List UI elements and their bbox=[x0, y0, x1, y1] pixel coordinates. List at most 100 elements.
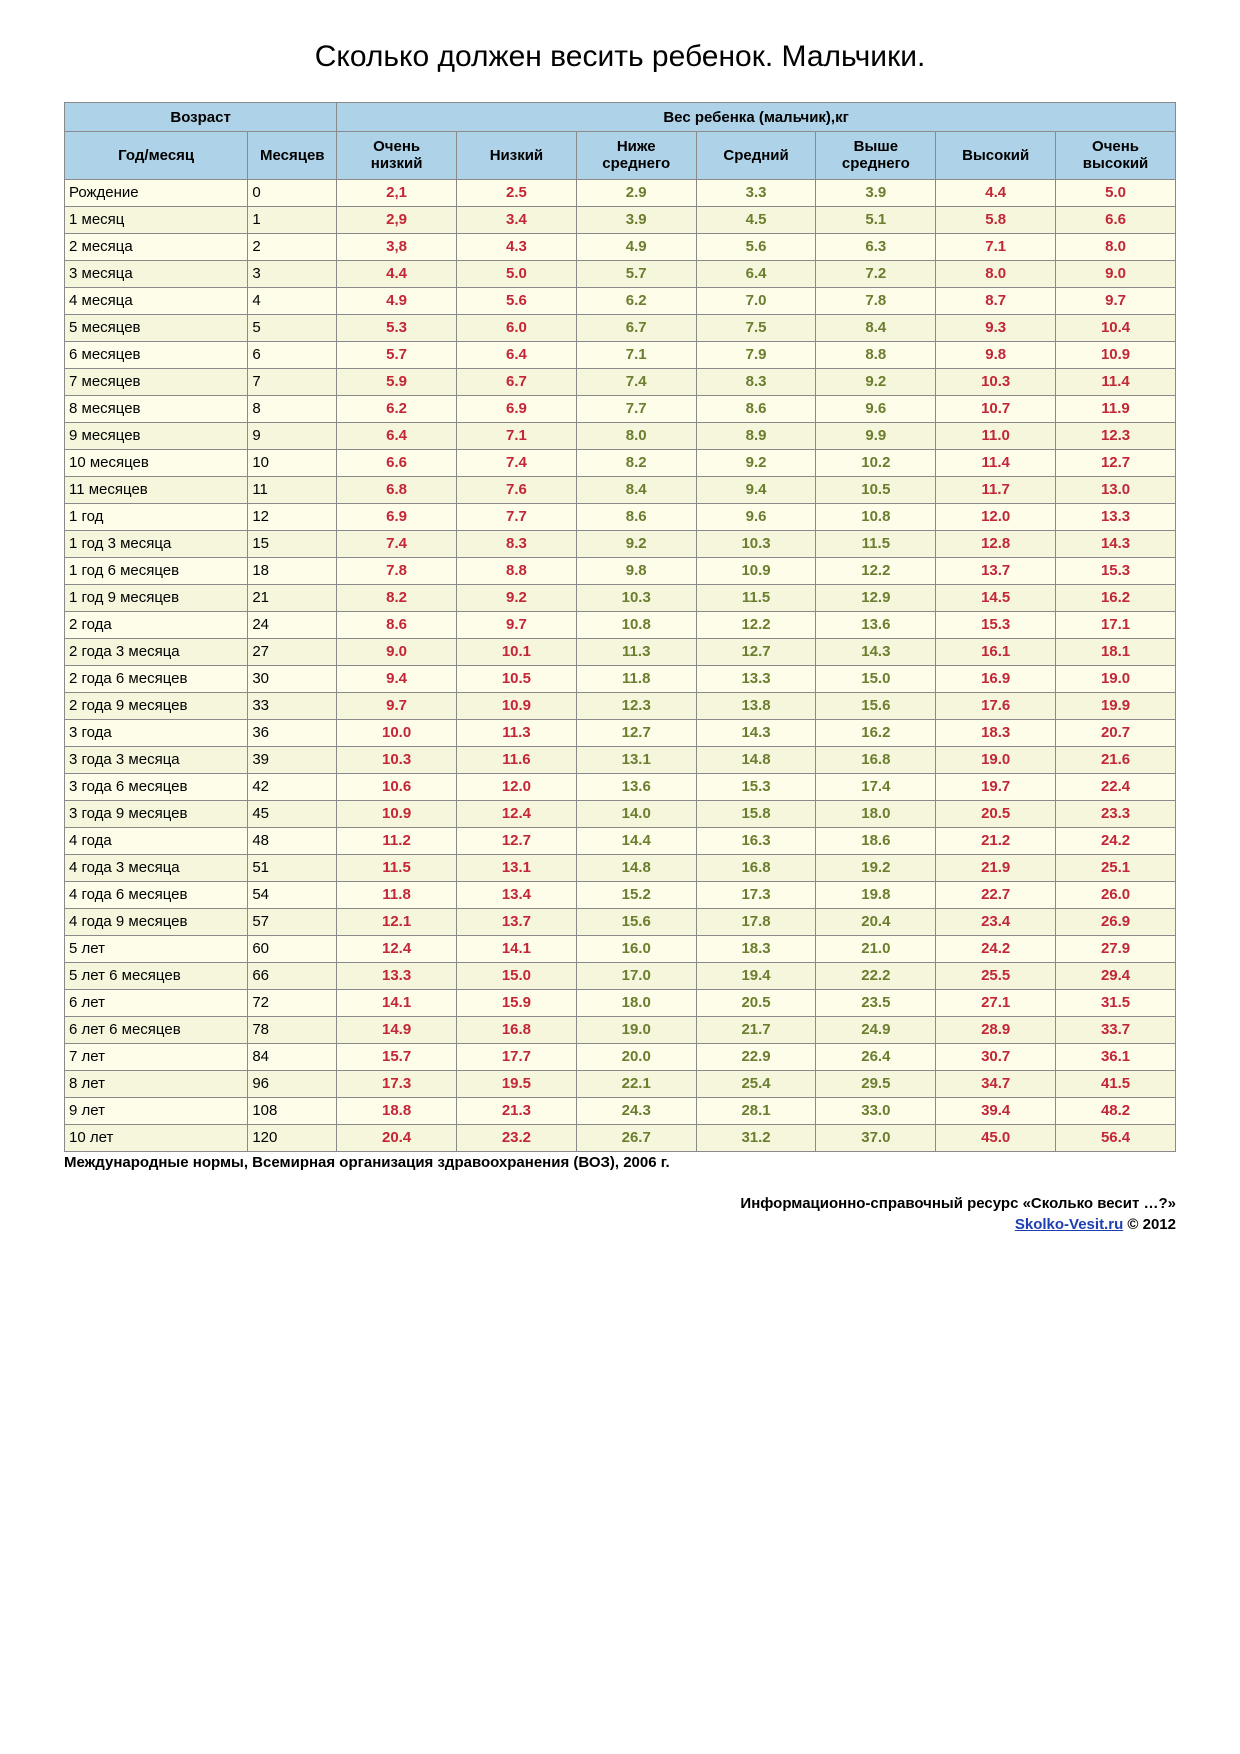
col-percentile-3: Средний bbox=[696, 132, 816, 180]
cell-value: 33.7 bbox=[1056, 1016, 1176, 1043]
table-row: 6 лет7214.115.918.020.523.527.131.5 bbox=[65, 989, 1176, 1016]
cell-value: 13.7 bbox=[457, 908, 577, 935]
table-row: 9 месяцев96.47.18.08.99.911.012.3 bbox=[65, 422, 1176, 449]
cell-value: 8.8 bbox=[457, 557, 577, 584]
cell-value: 13.4 bbox=[457, 881, 577, 908]
cell-value: 6.0 bbox=[457, 314, 577, 341]
cell-value: 20.0 bbox=[576, 1043, 696, 1070]
cell-value: 48.2 bbox=[1056, 1097, 1176, 1124]
table-row: 3 года 6 месяцев4210.612.013.615.317.419… bbox=[65, 773, 1176, 800]
table-row: Рождение02,12.52.93.33.94.45.0 bbox=[65, 179, 1176, 206]
cell-value: 25.4 bbox=[696, 1070, 816, 1097]
cell-age: 8 месяцев bbox=[65, 395, 248, 422]
cell-months: 54 bbox=[248, 881, 337, 908]
cell-value: 11.6 bbox=[457, 746, 577, 773]
cell-value: 12.9 bbox=[816, 584, 936, 611]
cell-value: 23.2 bbox=[457, 1124, 577, 1151]
cell-value: 19.0 bbox=[1056, 665, 1176, 692]
cell-value: 15.8 bbox=[696, 800, 816, 827]
cell-value: 10.9 bbox=[1056, 341, 1176, 368]
cell-value: 14.3 bbox=[1056, 530, 1176, 557]
table-row: 4 месяца44.95.66.27.07.88.79.7 bbox=[65, 287, 1176, 314]
cell-months: 42 bbox=[248, 773, 337, 800]
cell-value: 16.3 bbox=[696, 827, 816, 854]
cell-value: 19.5 bbox=[457, 1070, 577, 1097]
cell-months: 96 bbox=[248, 1070, 337, 1097]
cell-value: 22.2 bbox=[816, 962, 936, 989]
cell-value: 4.5 bbox=[696, 206, 816, 233]
cell-value: 18.0 bbox=[816, 800, 936, 827]
cell-value: 13.6 bbox=[816, 611, 936, 638]
cell-value: 10.5 bbox=[457, 665, 577, 692]
cell-months: 8 bbox=[248, 395, 337, 422]
cell-value: 27.1 bbox=[936, 989, 1056, 1016]
cell-value: 18.8 bbox=[337, 1097, 457, 1124]
cell-value: 17.1 bbox=[1056, 611, 1176, 638]
cell-value: 9.2 bbox=[576, 530, 696, 557]
cell-months: 11 bbox=[248, 476, 337, 503]
credit-link[interactable]: Skolko-Vesit.ru bbox=[1015, 1216, 1123, 1233]
page-title: Сколько должен весить ребенок. Мальчики. bbox=[64, 40, 1176, 74]
cell-value: 19.9 bbox=[1056, 692, 1176, 719]
cell-age: 3 года 9 месяцев bbox=[65, 800, 248, 827]
weight-table: Возраст Вес ребенка (мальчик),кг Год/мес… bbox=[64, 102, 1176, 1152]
cell-value: 3,8 bbox=[337, 233, 457, 260]
cell-value: 26.0 bbox=[1056, 881, 1176, 908]
cell-age: 3 года bbox=[65, 719, 248, 746]
cell-value: 29.5 bbox=[816, 1070, 936, 1097]
cell-months: 108 bbox=[248, 1097, 337, 1124]
cell-value: 9.0 bbox=[337, 638, 457, 665]
cell-value: 6.6 bbox=[337, 449, 457, 476]
cell-value: 16.1 bbox=[936, 638, 1056, 665]
cell-value: 9.7 bbox=[457, 611, 577, 638]
cell-value: 10.8 bbox=[576, 611, 696, 638]
cell-value: 22.1 bbox=[576, 1070, 696, 1097]
cell-value: 5.1 bbox=[816, 206, 936, 233]
cell-months: 60 bbox=[248, 935, 337, 962]
cell-value: 9.4 bbox=[696, 476, 816, 503]
cell-age: 3 месяца bbox=[65, 260, 248, 287]
cell-age: 1 год 3 месяца bbox=[65, 530, 248, 557]
cell-age: 5 лет 6 месяцев bbox=[65, 962, 248, 989]
cell-value: 9.2 bbox=[457, 584, 577, 611]
cell-age: Рождение bbox=[65, 179, 248, 206]
credit-block: Информационно-справочный ресурс «Сколько… bbox=[64, 1193, 1176, 1235]
cell-age: 7 месяцев bbox=[65, 368, 248, 395]
cell-value: 5.8 bbox=[936, 206, 1056, 233]
cell-value: 23.5 bbox=[816, 989, 936, 1016]
cell-value: 17.3 bbox=[337, 1070, 457, 1097]
cell-value: 25.1 bbox=[1056, 854, 1176, 881]
table-row: 1 месяц12,93.43.94.55.15.86.6 bbox=[65, 206, 1176, 233]
cell-value: 41.5 bbox=[1056, 1070, 1176, 1097]
cell-value: 10.2 bbox=[816, 449, 936, 476]
cell-value: 8.6 bbox=[337, 611, 457, 638]
table-row: 5 лет 6 месяцев6613.315.017.019.422.225.… bbox=[65, 962, 1176, 989]
cell-value: 18.1 bbox=[1056, 638, 1176, 665]
cell-value: 37.0 bbox=[816, 1124, 936, 1151]
col-percentile-2: Нижесреднего bbox=[576, 132, 696, 180]
cell-value: 24.2 bbox=[1056, 827, 1176, 854]
cell-months: 6 bbox=[248, 341, 337, 368]
cell-months: 18 bbox=[248, 557, 337, 584]
cell-value: 9.4 bbox=[337, 665, 457, 692]
cell-value: 18.3 bbox=[936, 719, 1056, 746]
cell-value: 7.8 bbox=[816, 287, 936, 314]
cell-age: 1 год 9 месяцев bbox=[65, 584, 248, 611]
cell-value: 21.9 bbox=[936, 854, 1056, 881]
cell-value: 3.9 bbox=[576, 206, 696, 233]
cell-value: 9.2 bbox=[816, 368, 936, 395]
cell-months: 10 bbox=[248, 449, 337, 476]
cell-value: 9.8 bbox=[576, 557, 696, 584]
cell-age: 4 года 9 месяцев bbox=[65, 908, 248, 935]
cell-value: 7.4 bbox=[576, 368, 696, 395]
cell-value: 12.0 bbox=[457, 773, 577, 800]
cell-value: 11.5 bbox=[816, 530, 936, 557]
cell-months: 0 bbox=[248, 179, 337, 206]
cell-age: 9 лет bbox=[65, 1097, 248, 1124]
cell-value: 10.3 bbox=[696, 530, 816, 557]
cell-value: 6.9 bbox=[337, 503, 457, 530]
cell-value: 14.9 bbox=[337, 1016, 457, 1043]
cell-value: 10.9 bbox=[457, 692, 577, 719]
cell-value: 11.7 bbox=[936, 476, 1056, 503]
cell-value: 7.8 bbox=[337, 557, 457, 584]
